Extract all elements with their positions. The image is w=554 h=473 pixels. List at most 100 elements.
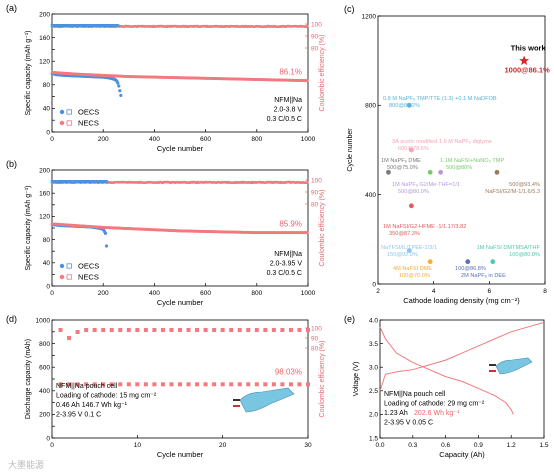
data-point-oecs bbox=[118, 89, 121, 92]
info-line-a: 0.3 C/0.5 C bbox=[267, 116, 302, 123]
data-point-capacity bbox=[127, 382, 131, 386]
info-line-b: NFM||Na bbox=[274, 251, 302, 258]
y-tick-label-d: 1000 bbox=[36, 317, 51, 324]
x-tick-label-d: 20 bbox=[219, 442, 227, 449]
reference-value: 500@75.0% bbox=[387, 165, 418, 171]
data-point-ce bbox=[306, 328, 310, 332]
y-tick-label-e: 2.0 bbox=[369, 412, 378, 419]
x-tick-label-a: 800 bbox=[251, 136, 262, 143]
y2-tick-label-b: 100 bbox=[311, 177, 322, 184]
y2-axis-label-d: Coulombic efficiency (%) bbox=[319, 341, 326, 418]
data-point-ce bbox=[93, 328, 97, 332]
data-point-oecs bbox=[105, 244, 108, 247]
info-line-a: 2.0-3.8 V bbox=[274, 107, 303, 114]
data-point-ce bbox=[118, 328, 122, 332]
x-axis-label-d: Cycle number bbox=[157, 450, 204, 459]
legend-label-oecs: OECS bbox=[78, 108, 99, 117]
data-point-capacity bbox=[272, 382, 276, 386]
reference-value: NaFSI/G2/M-1/1.6/5.3 bbox=[485, 189, 540, 195]
x-tick-label-d: 10 bbox=[134, 442, 142, 449]
y-tick-label-e: 1.5 bbox=[369, 435, 378, 442]
reference-label: 500@93.4% bbox=[509, 182, 540, 188]
reference-label: 0.8 M NaPF₆ TMP/TTE (1:3) +0.1 M NaDFOB bbox=[383, 96, 497, 102]
data-point-reference bbox=[490, 259, 495, 264]
x-tick-label-b: 1000 bbox=[301, 290, 316, 297]
data-point-ce bbox=[255, 328, 259, 332]
reference-value: 600@78.6% bbox=[398, 146, 429, 152]
data-point-ce bbox=[127, 328, 131, 332]
data-point-capacity bbox=[238, 382, 242, 386]
y-tick-label-b: 0 bbox=[46, 283, 50, 290]
info-line-d: 0.46 Ah 146.7 Wh kg⁻¹ bbox=[56, 402, 128, 409]
data-point-capacity bbox=[289, 382, 293, 386]
x-tick-label-e: 0.0 bbox=[375, 442, 384, 449]
watermark: 大墨能源 bbox=[8, 459, 44, 470]
energy-density-e: 202.6 Wh kg⁻¹ bbox=[414, 410, 460, 417]
y-tick-label-b: 80 bbox=[43, 237, 51, 244]
legend-marker-oecs-ce bbox=[67, 264, 71, 268]
ce-annotation-d: 98.03% bbox=[275, 367, 302, 376]
y2-axis-label-b: Coulombic efficiency (%) bbox=[319, 190, 326, 267]
reference-label: 3A acetic modified 1.0 M NaPF₆ diglyme bbox=[392, 139, 492, 145]
x-tick-label-a: 400 bbox=[149, 136, 160, 143]
data-point-ce bbox=[101, 328, 105, 332]
y2-tick-label-b: 90 bbox=[311, 189, 319, 196]
x-tick-label-e: 0.6 bbox=[441, 442, 450, 449]
data-point-ce bbox=[212, 328, 216, 332]
x-tick-label-e: 1.2 bbox=[507, 442, 516, 449]
data-point-capacity bbox=[178, 382, 182, 386]
data-point-necs bbox=[306, 79, 309, 82]
info-line-a: NFM||Na bbox=[274, 97, 302, 104]
y-tick-label-e: 3.0 bbox=[369, 365, 378, 372]
reference-value: 150@92.0% bbox=[387, 252, 418, 258]
data-point-oecs bbox=[119, 94, 122, 97]
data-point-capacity bbox=[187, 382, 191, 386]
tab-icon bbox=[489, 370, 496, 372]
y-tick-label-e: 4.0 bbox=[369, 317, 378, 324]
reference-label: 1M NaFSI/G2-HFME -1/1.17/3.82 bbox=[383, 224, 466, 230]
x-tick-label-d: 30 bbox=[304, 442, 312, 449]
legend-marker-necs bbox=[60, 275, 64, 279]
x-tick-label-c: 6 bbox=[488, 288, 492, 295]
data-point-ce bbox=[161, 328, 165, 332]
y-axis-label-d: Discharge capacity (mAh) bbox=[25, 339, 32, 419]
data-point-ce bbox=[178, 328, 182, 332]
data-point-ce bbox=[221, 328, 225, 332]
panel-letter-c: (c) bbox=[344, 4, 355, 14]
y-tick-label-a: 0 bbox=[46, 129, 50, 136]
tab-icon bbox=[233, 405, 240, 407]
x-axis-label-e: Capacity (Ah) bbox=[439, 450, 485, 459]
y2-tick-label-a: 90 bbox=[311, 33, 319, 40]
y-tick-label-b: 200 bbox=[39, 167, 50, 174]
data-point-ce bbox=[110, 328, 114, 332]
this-work-value: 1000@86.1% bbox=[504, 66, 550, 75]
reference-value: 500@80.0% bbox=[398, 189, 429, 195]
data-point-capacity bbox=[152, 382, 156, 386]
y-tick-label-c: 1200 bbox=[362, 13, 377, 20]
data-point-ce bbox=[187, 328, 191, 332]
y-tick-label-a: 80 bbox=[43, 82, 51, 89]
reference-value: 800@85.2% bbox=[389, 103, 420, 109]
x-tick-label-b: 0 bbox=[50, 290, 54, 297]
y2-tick-label-a: 80 bbox=[311, 45, 319, 52]
info-line-e: 2-3.95 V 0.05 C bbox=[384, 420, 433, 427]
y-tick-label-a: 160 bbox=[39, 35, 50, 42]
data-point-capacity bbox=[135, 382, 139, 386]
info-line-e: 1.23 Ah bbox=[384, 410, 408, 417]
reference-label: 100@86.8% bbox=[455, 266, 486, 272]
reference-label: 1M NaFSI DMTMSA/THF bbox=[477, 245, 541, 251]
x-axis-label-b: Cycle number bbox=[157, 298, 204, 307]
y-tick-label-a: 40 bbox=[43, 106, 51, 113]
data-point-reference bbox=[438, 170, 443, 175]
data-point-ce bbox=[152, 328, 156, 332]
panel-letter-d: (d) bbox=[6, 314, 17, 324]
data-point-ce bbox=[195, 328, 199, 332]
data-point-ce bbox=[169, 328, 173, 332]
reference-value: 100@70.0% bbox=[399, 273, 430, 279]
pouch-cell-icon bbox=[240, 388, 294, 412]
data-point-capacity bbox=[195, 382, 199, 386]
data-point-ce bbox=[263, 328, 267, 332]
data-point-oecs bbox=[104, 232, 107, 235]
y-tick-label-a: 120 bbox=[39, 59, 50, 66]
x-tick-label-b: 800 bbox=[251, 290, 262, 297]
